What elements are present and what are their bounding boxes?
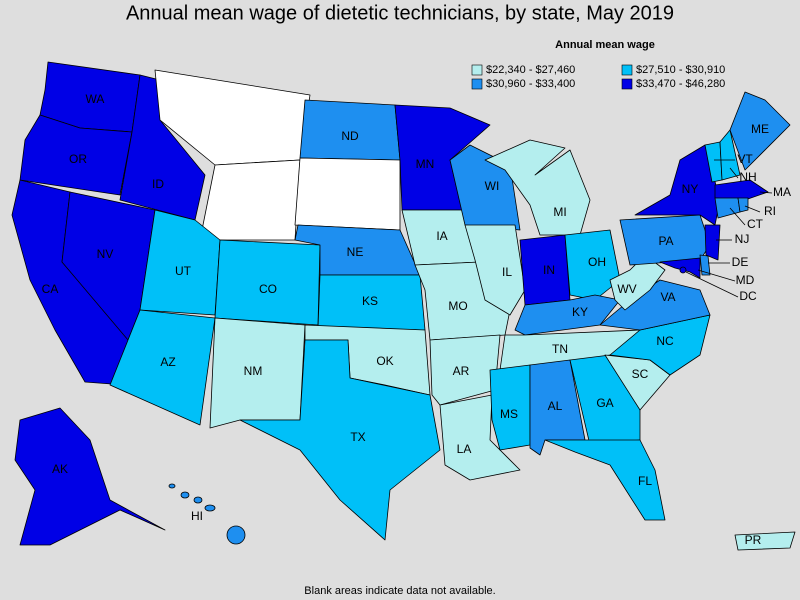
state-label: CO (259, 282, 277, 296)
state-region (464, 224, 526, 316)
state-region (429, 334, 501, 406)
leader-line (744, 205, 761, 213)
state-label: UT (175, 264, 192, 278)
state-label: OH (588, 255, 606, 269)
legend-title: Annual mean wage (555, 39, 655, 51)
state-label: WV (617, 282, 636, 296)
state-region (180, 491, 190, 499)
leader-line (759, 191, 773, 194)
legend-swatch (471, 78, 483, 90)
state-label: KS (362, 294, 378, 308)
state-label: DC (739, 289, 757, 303)
state-label: AL (548, 399, 563, 413)
state-label: SC (632, 367, 649, 381)
state-region (294, 157, 401, 231)
state-label: PA (658, 234, 673, 248)
leader-line (729, 167, 739, 179)
state-label: KY (572, 305, 588, 319)
state-region (239, 339, 441, 541)
state-region (199, 159, 301, 241)
state-label: CA (42, 282, 59, 296)
state-region (544, 439, 666, 521)
state-label: WI (485, 179, 500, 193)
state-label: AK (52, 462, 68, 476)
state-label: NM (244, 364, 263, 378)
legend-swatch (621, 64, 633, 76)
state-region (714, 179, 769, 201)
state-region (14, 407, 166, 546)
state-region (168, 483, 176, 489)
state-region (514, 294, 621, 336)
state-label: NH (739, 170, 756, 184)
state-label: ID (152, 177, 164, 191)
state-label: IN (543, 263, 555, 277)
state-region (193, 496, 203, 504)
footnote: Blank areas indicate data not available. (304, 585, 495, 597)
legend-label: $33,470 - $46,280 (636, 78, 725, 90)
state-label: OK (376, 354, 393, 368)
state-label: LA (457, 442, 472, 456)
map-title: Annual mean wage of dietetic technicians… (126, 2, 674, 24)
state-label: NV (97, 247, 114, 261)
state-label: FL (638, 474, 652, 488)
state-region (619, 214, 711, 266)
state-region (484, 139, 591, 236)
state-label: IL (502, 265, 512, 279)
legend-label: $30,960 - $33,400 (486, 78, 575, 90)
state-label: TN (552, 342, 568, 356)
state-region (679, 266, 687, 274)
state-label: ND (341, 129, 359, 143)
state-region (729, 91, 791, 171)
leader-line (685, 271, 739, 298)
state-region (659, 257, 701, 279)
state-label: VT (737, 152, 753, 166)
state-label: NE (347, 245, 364, 259)
state-label: RI (764, 204, 776, 218)
legend-label: $22,340 - $27,460 (486, 64, 575, 76)
state-region (564, 229, 621, 301)
legend-swatch (471, 64, 483, 76)
state-label: TX (350, 430, 365, 444)
state-region (489, 364, 531, 451)
state-label: MO (448, 299, 467, 313)
state-label: AZ (160, 355, 175, 369)
state-label: NJ (735, 232, 750, 246)
leader-line (697, 269, 736, 282)
state-region (734, 531, 796, 551)
state-region (204, 504, 216, 512)
legend-swatch (621, 78, 633, 90)
state-label: WA (86, 92, 105, 106)
state-region (226, 525, 246, 545)
state-region (699, 254, 711, 276)
state-label: MS (500, 407, 518, 421)
state-label: MA (773, 185, 791, 199)
state-region (609, 254, 666, 311)
state-label: HI (191, 509, 203, 523)
state-label: NC (656, 334, 674, 348)
leader-line (729, 207, 746, 226)
state-label: IA (436, 229, 447, 243)
state-label: MD (736, 273, 755, 287)
state-label: DE (732, 255, 749, 269)
state-region (737, 197, 749, 213)
state-region (719, 129, 741, 181)
state-label: NY (682, 182, 699, 196)
state-region (109, 309, 216, 426)
state-label: OR (69, 152, 87, 166)
legend-label: $27,510 - $30,910 (636, 64, 725, 76)
state-label: CT (747, 217, 764, 231)
state-label: MN (416, 157, 435, 171)
state-label: PR (745, 533, 762, 547)
state-label: VA (660, 290, 675, 304)
state-region (704, 224, 721, 261)
state-label: AR (453, 364, 470, 378)
state-region (19, 114, 133, 196)
state-label: ME (751, 122, 769, 136)
state-label: MI (553, 205, 566, 219)
state-label: GA (596, 396, 613, 410)
